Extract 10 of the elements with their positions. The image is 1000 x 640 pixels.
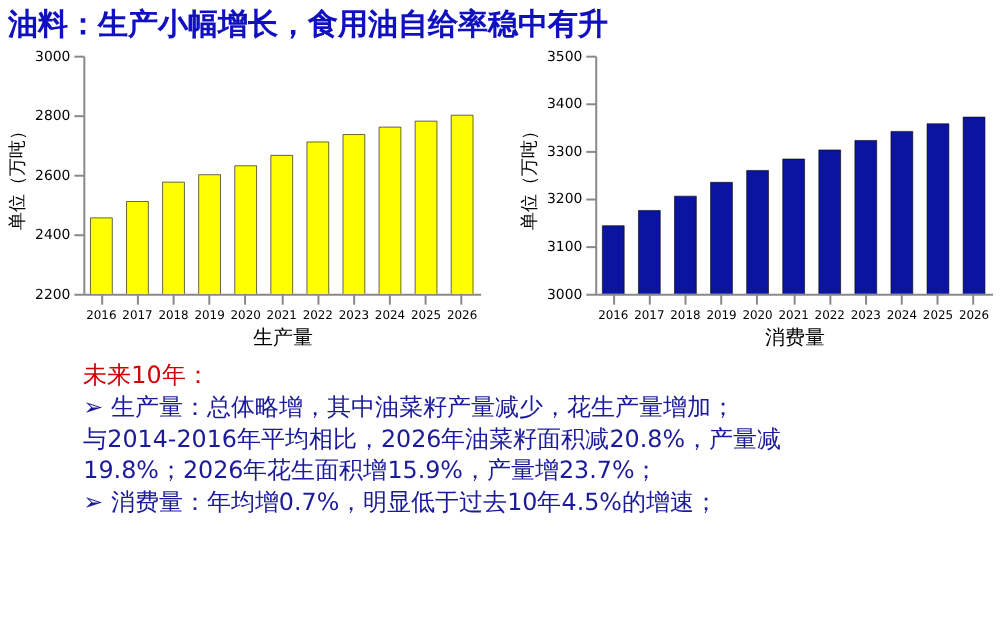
x-axis-title: 消费量 bbox=[764, 326, 825, 351]
x-axis-title: 生产量 bbox=[252, 326, 313, 351]
text: 19.8%；2026年花生面积增15.9%，产量增23.7%； bbox=[83, 456, 659, 485]
text: 与2014-2016年平均相比，2026年油菜籽面积减20.8%，产量减 bbox=[83, 424, 782, 453]
chart-title: 油料：生产小幅增长，食用油自给率稳中有升 bbox=[6, 5, 609, 42]
y-axis-title: 单位（万吨） bbox=[519, 121, 542, 230]
text: ➢ 生产量：总体略增，其中油菜籽产量减少，花生产量增加； bbox=[83, 392, 735, 421]
text: 未来10年： bbox=[83, 361, 210, 390]
y-axis-title: 单位（万吨） bbox=[7, 121, 30, 230]
text: ➢ 消费量：年均增0.7%，明显低于过去10年4.5%的增速； bbox=[83, 488, 718, 517]
